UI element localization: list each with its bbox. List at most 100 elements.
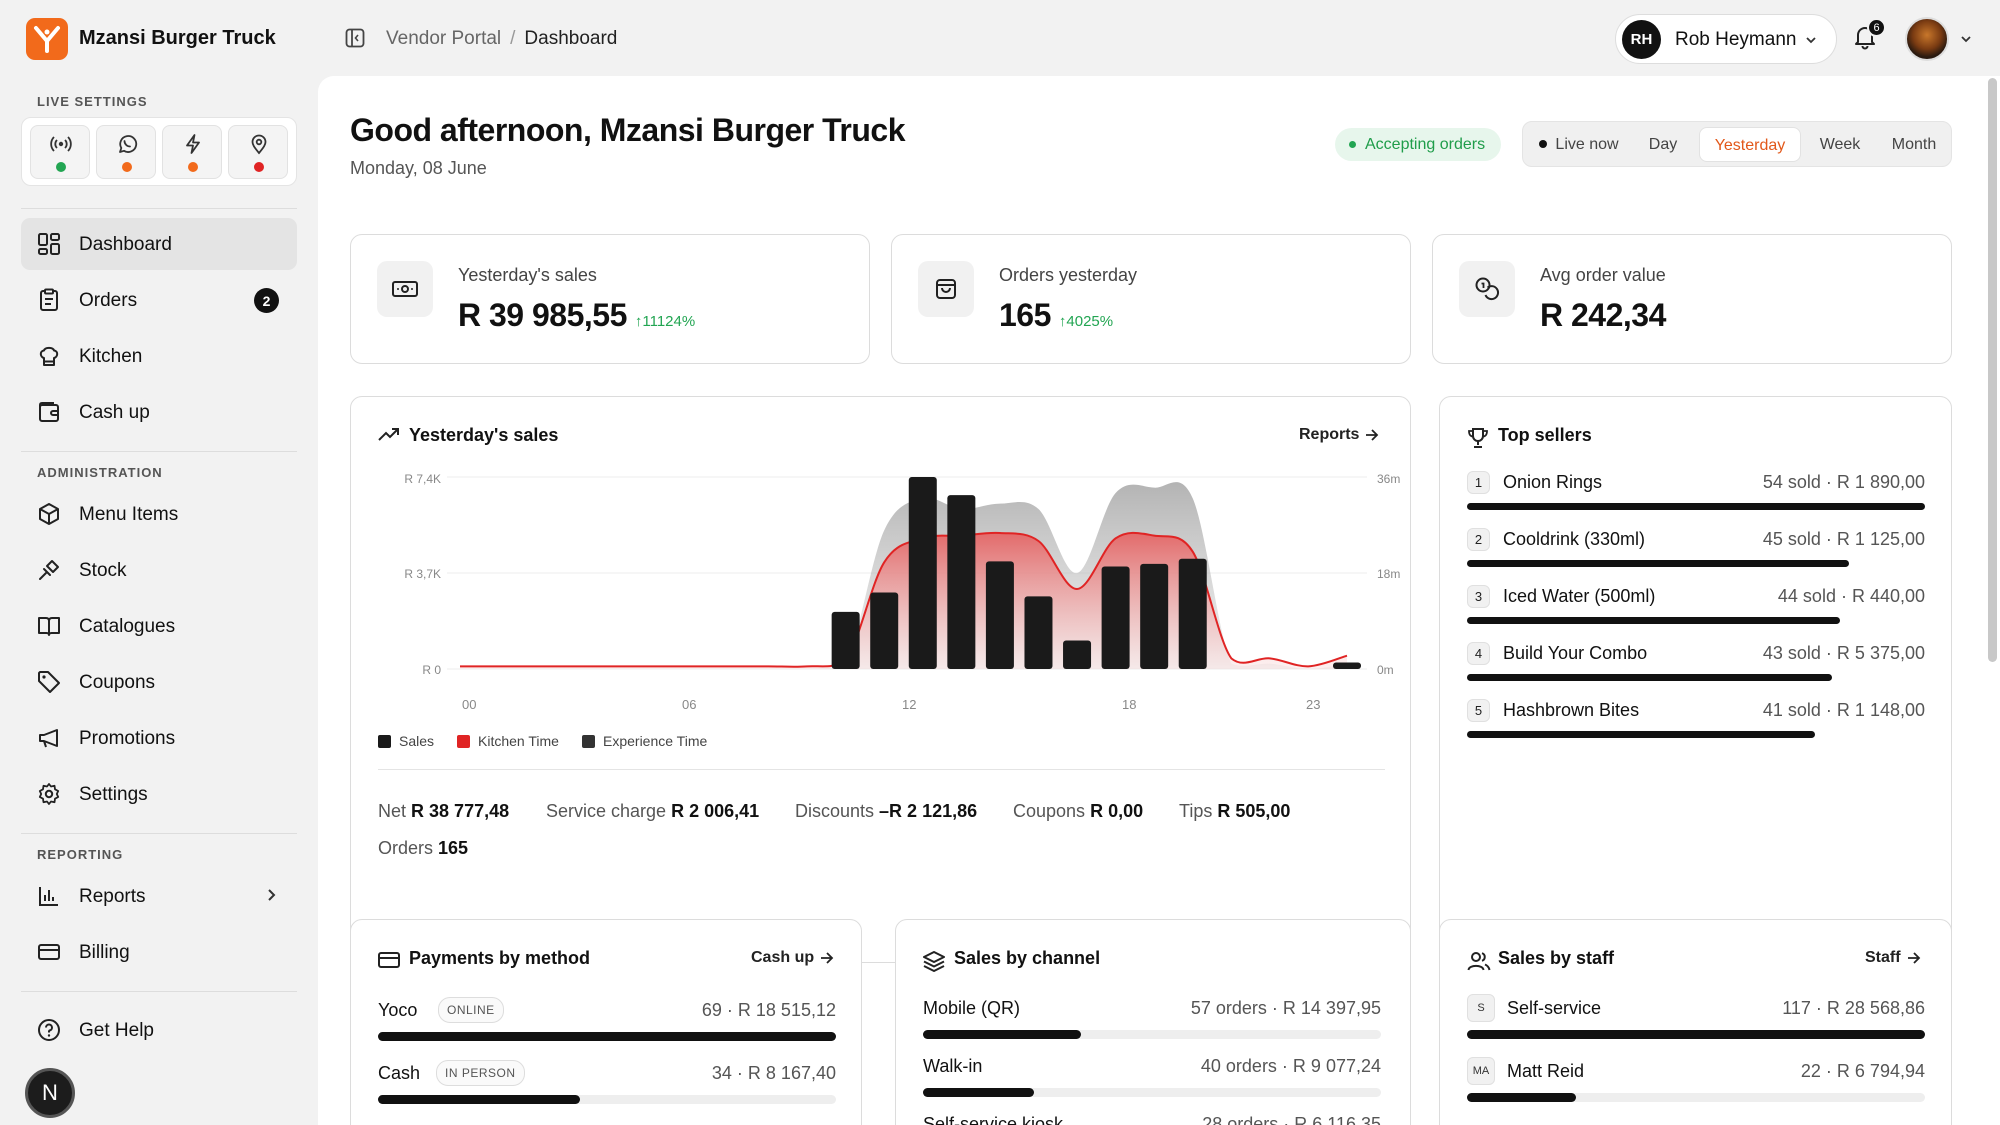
- users-icon: [1467, 950, 1491, 972]
- x-tick-label: 12: [902, 697, 917, 712]
- wallet-icon: [37, 400, 61, 424]
- page-scrollbar[interactable]: [1988, 78, 1997, 662]
- lightning-icon: [182, 133, 204, 155]
- sidebar-item-menu-items[interactable]: Menu Items: [21, 488, 297, 540]
- trending-up-icon: [378, 427, 400, 443]
- period-yesterday[interactable]: Yesterday: [1699, 127, 1801, 162]
- top-seller-row[interactable]: 5 Hashbrown Bites 41 sold · R 1 148,00: [1467, 697, 1925, 753]
- credit-card-icon: [378, 951, 400, 969]
- live-toggle-location[interactable]: [228, 125, 288, 179]
- sidebar-item-label: Menu Items: [79, 504, 179, 525]
- cash-up-link-label: Cash up: [751, 949, 815, 966]
- staff-link[interactable]: Staff: [1865, 949, 1921, 967]
- progress-track: [378, 1095, 836, 1104]
- sidebar-item-reports[interactable]: Reports: [21, 870, 297, 922]
- breadcrumb-parent[interactable]: Vendor Portal: [386, 28, 502, 49]
- layers-icon: [923, 950, 945, 972]
- sales-bar[interactable]: [831, 611, 860, 669]
- top-seller-row[interactable]: 4 Build Your Combo 43 sold · R 5 375,00: [1467, 640, 1925, 696]
- payment-method-name: Cash: [378, 1063, 421, 1083]
- cash-icon: [377, 261, 433, 317]
- product-sales-meta: 54 sold · R 1 890,00: [1762, 472, 1925, 492]
- sidebar-item-label: Billing: [79, 942, 130, 963]
- payment-method-row[interactable]: Yoco ONLINE 69 · R 18 515,12: [378, 996, 836, 1056]
- accepting-orders-badge[interactable]: Accepting orders: [1335, 128, 1502, 161]
- progress-fill: [923, 1030, 1081, 1039]
- top-sellers-card: Top sellers 1 Onion Rings 54 sold · R 1 89…: [1439, 396, 1952, 963]
- live-settings-label: LIVE SETTINGS: [37, 94, 148, 109]
- bar-chart-icon: [37, 884, 61, 908]
- cash-up-link[interactable]: Cash up: [751, 949, 834, 967]
- live-toggle-whatsapp[interactable]: [96, 125, 156, 179]
- y-right-tick-label: 0m: [1377, 663, 1394, 677]
- sales-bar[interactable]: [1024, 596, 1053, 669]
- kpi-value: R 39 985,55 ↑11124%: [458, 297, 695, 334]
- reports-link-label: Reports: [1299, 426, 1360, 443]
- orders-icon: [37, 288, 61, 312]
- divider: [378, 769, 1385, 770]
- sales-bar[interactable]: [1178, 558, 1207, 669]
- period-week[interactable]: Week: [1819, 136, 1861, 153]
- sidebar-item-orders[interactable]: Orders 2: [21, 274, 297, 326]
- sales-bar[interactable]: [1101, 566, 1130, 669]
- chevron-right-icon: [263, 887, 279, 903]
- help-circle-icon: [37, 1018, 61, 1042]
- sales-chart-card: Yesterday's sales Reports R 7,4K R 3,7K …: [350, 396, 1411, 963]
- kpi-card-avg-order: Avg order value R 242,34: [1432, 234, 1952, 364]
- sales-bar[interactable]: [1063, 640, 1092, 669]
- profile-avatar[interactable]: [1905, 17, 1949, 61]
- sales-bar[interactable]: [1140, 563, 1169, 669]
- sidebar-item-cash-up[interactable]: Cash up: [21, 386, 297, 438]
- channel-row[interactable]: Walk-in 40 orders · R 9 077,24: [923, 1052, 1381, 1112]
- summary-discounts: Discounts –R 2 121,86: [795, 801, 978, 821]
- reports-link[interactable]: Reports: [1299, 426, 1379, 444]
- sales-bar[interactable]: [1333, 662, 1361, 669]
- staff-row[interactable]: MA Matt Reid 22 · R 6 794,94: [1467, 1057, 1925, 1117]
- live-toggle-lightning[interactable]: [162, 125, 222, 179]
- period-day[interactable]: Day: [1648, 136, 1678, 153]
- live-toggle-broadcast[interactable]: [30, 125, 90, 179]
- current-date: Monday, 08 June: [350, 158, 487, 178]
- sidebar-item-catalogues[interactable]: Catalogues: [21, 600, 297, 652]
- channel-meta: 28 orders · R 6 116,35: [1202, 1114, 1381, 1125]
- channel-row[interactable]: Self-service kiosk 28 orders · R 6 116,35: [923, 1110, 1381, 1125]
- sidebar-item-billing[interactable]: Billing: [21, 926, 297, 978]
- top-seller-row[interactable]: 2 Cooldrink (330ml) 45 sold · R 1 125,00: [1467, 526, 1925, 582]
- sidebar-item-settings[interactable]: Settings: [21, 768, 297, 820]
- page-title: Good afternoon, Mzansi Burger Truck: [350, 112, 906, 148]
- brand-logo-icon[interactable]: [26, 18, 68, 60]
- user-menu[interactable]: RH Rob Heymann: [1615, 14, 1837, 64]
- legend-label: Sales: [399, 733, 435, 749]
- legend-experience-time: Experience Time: [582, 733, 707, 749]
- staff-row[interactable]: S Self-service 117 · R 28 568,86: [1467, 994, 1925, 1054]
- channel-row[interactable]: Mobile (QR) 57 orders · R 14 397,95: [923, 994, 1381, 1054]
- period-month[interactable]: Month: [1891, 136, 1937, 153]
- kpi-value: 165 ↑4025%: [999, 297, 1113, 334]
- product-sales-meta: 44 sold · R 440,00: [1777, 586, 1925, 606]
- top-seller-row[interactable]: 3 Iced Water (500ml) 44 sold · R 440,00: [1467, 583, 1925, 639]
- summary-orders: Orders 165: [378, 838, 469, 858]
- book-icon: [37, 614, 61, 638]
- kpi-value-text: R 242,34: [1540, 297, 1666, 333]
- sidebar-item-stock[interactable]: Stock: [21, 544, 297, 596]
- legend-label: Experience Time: [603, 733, 708, 749]
- sidebar-item-dashboard[interactable]: Dashboard: [21, 218, 297, 270]
- sidebar-toggle-icon[interactable]: [345, 28, 365, 48]
- top-seller-row[interactable]: 1 Onion Rings 54 sold · R 1 890,00: [1467, 469, 1925, 525]
- chevron-down-icon[interactable]: [1959, 32, 1973, 46]
- progress-bar: [1467, 560, 1849, 567]
- sidebar-item-coupons[interactable]: Coupons: [21, 656, 297, 708]
- payment-method-row[interactable]: Cash IN PERSON 34 · R 8 167,40: [378, 1059, 836, 1119]
- main-content: Good afternoon, Mzansi Burger Truck Mond…: [318, 76, 2000, 1125]
- product-name: Onion Rings: [1503, 472, 1603, 492]
- period-live-now[interactable]: Live now: [1531, 127, 1627, 162]
- sidebar-item-kitchen[interactable]: Kitchen: [21, 330, 297, 382]
- dev-tools-badge[interactable]: N: [25, 1068, 75, 1118]
- sidebar-item-promotions[interactable]: Promotions: [21, 712, 297, 764]
- kpi-value-text: R 39 985,55: [458, 297, 627, 333]
- sales-bar[interactable]: [985, 561, 1014, 669]
- sales-bar[interactable]: [947, 495, 976, 669]
- sales-bar[interactable]: [870, 592, 899, 669]
- sales-bar[interactable]: [908, 477, 937, 669]
- get-help-button[interactable]: Get Help: [21, 1004, 297, 1056]
